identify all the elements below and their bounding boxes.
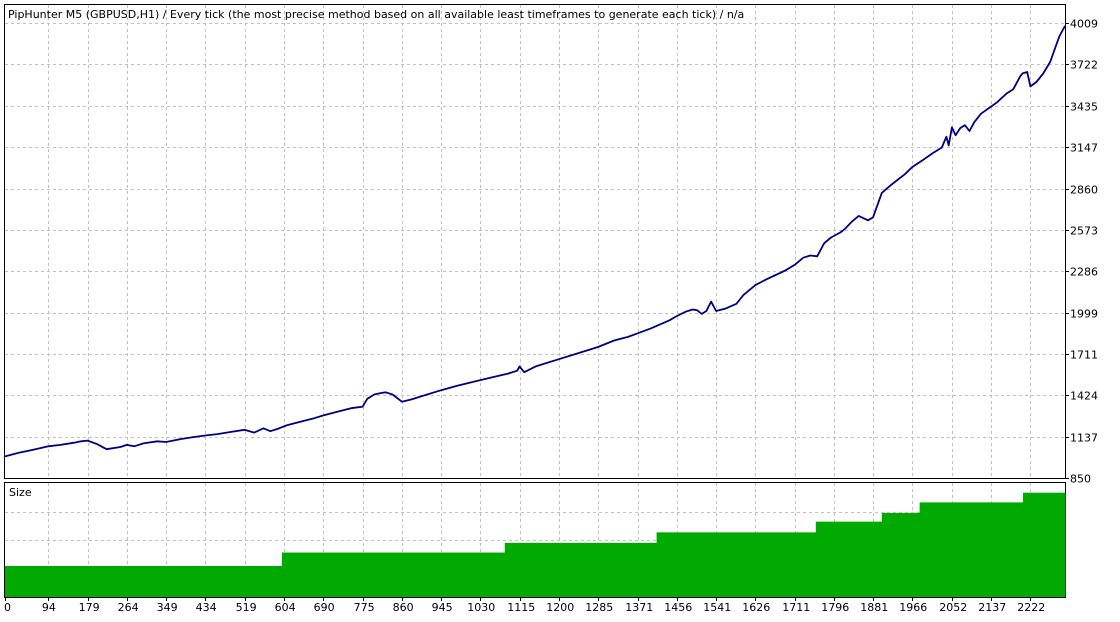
x-tick-label: 1456 [664,601,692,614]
y-tick-label: 3147 [1070,142,1098,155]
x-tick-label: 1030 [467,601,495,614]
x-tick-label: 1966 [899,601,927,614]
x-tick-label: 2137 [978,601,1006,614]
size-step-bar [656,532,817,597]
x-tick-label: 349 [157,601,178,614]
y-tick-label: 1137 [1070,432,1098,445]
size-step-bar [281,552,506,597]
y-tick-label: 3435 [1070,101,1098,114]
x-tick-label: 1115 [507,601,535,614]
x-tick-label: 0 [4,601,11,614]
y-tick-label: 4009 [1070,18,1098,31]
chart-title: PipHunter M5 (GBPUSD,H1) / Every tick (t… [8,8,744,21]
x-tick-label: 1285 [585,601,613,614]
size-step-bar [5,565,283,597]
x-tick-label: 2052 [939,601,967,614]
size-step-bar [504,542,658,597]
y-tick-label: 2860 [1070,184,1098,197]
x-tick-label: 94 [42,601,56,614]
size-step-bar [881,512,921,597]
x-tick-label: 690 [314,601,335,614]
x-tick-label: 1541 [703,601,731,614]
size-step-bar [815,521,883,597]
y-tick-label: 1424 [1070,390,1098,403]
x-tick-label: 179 [79,601,100,614]
x-tick-label: 264 [118,601,139,614]
y-tick-label: 1711 [1070,349,1098,362]
x-tick-label: 1200 [546,601,574,614]
balance-line [4,25,1066,458]
x-tick-label: 1371 [625,601,653,614]
y-tick-label: 3722 [1070,59,1098,72]
size-pane-title: Size [9,486,32,499]
size-step-bar [1023,492,1066,597]
x-tick-label: 775 [354,601,375,614]
x-tick-label: 945 [432,601,453,614]
size-step-bar [919,502,1024,597]
y-tick-label: 2286 [1070,266,1098,279]
x-tick-label: 1711 [782,601,810,614]
x-tick-label: 1796 [821,601,849,614]
y-tick-label: 850 [1070,473,1091,486]
x-tick-label: 519 [236,601,257,614]
equity-pane-frame [4,4,1066,479]
x-tick-label: 434 [196,601,217,614]
x-tick-label: 1881 [860,601,888,614]
y-tick-label: 1999 [1070,308,1098,321]
y-tick-label: 2573 [1070,225,1098,238]
x-tick-label: 860 [393,601,414,614]
x-tick-label: 2222 [1017,601,1045,614]
x-tick-label: 1626 [742,601,770,614]
x-tick-label: 604 [275,601,296,614]
